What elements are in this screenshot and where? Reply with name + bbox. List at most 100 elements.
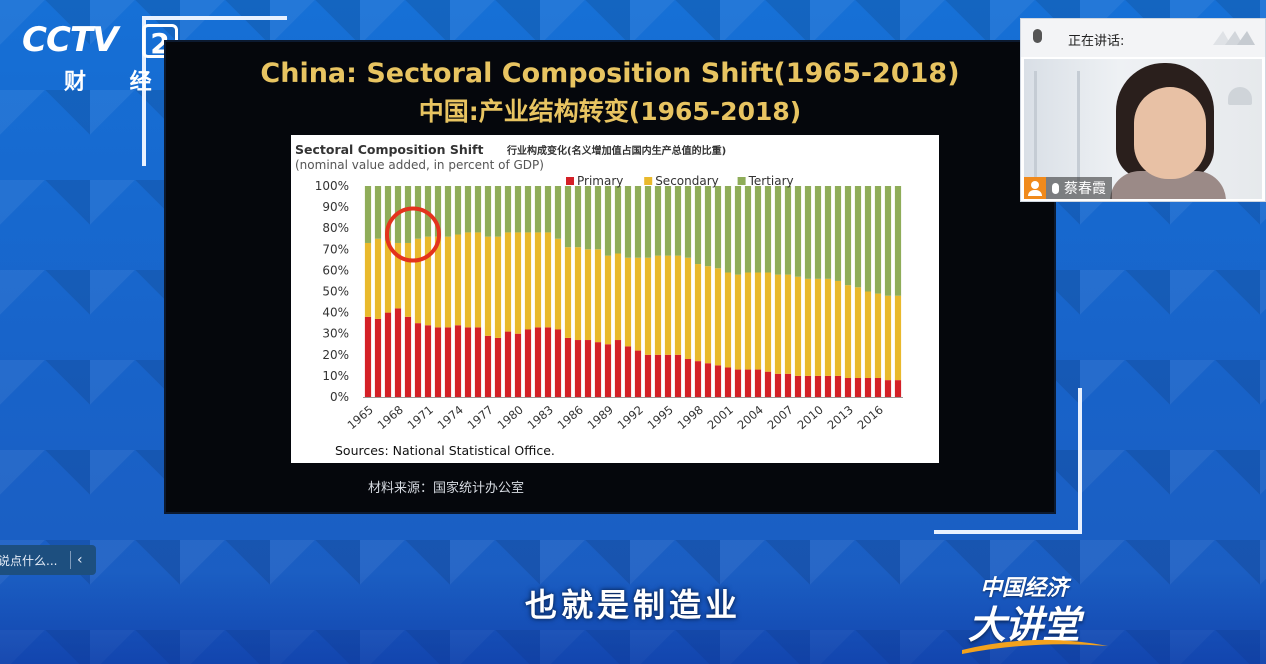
speaker-video-window[interactable]: 正在讲话: 蔡春霞 bbox=[1020, 18, 1266, 202]
bar-tertiary-1994 bbox=[654, 186, 662, 256]
bar-primary-1978 bbox=[494, 337, 502, 397]
bar-secondary-2000 bbox=[714, 268, 722, 366]
bar-primary-1970 bbox=[414, 323, 422, 397]
bar-secondary-1999 bbox=[704, 266, 712, 364]
bar-primary-1980 bbox=[514, 333, 522, 397]
bar-secondary-2016 bbox=[874, 293, 882, 379]
bar-tertiary-1974 bbox=[454, 186, 462, 235]
bar-secondary-1977 bbox=[484, 236, 492, 336]
bar-tertiary-1989 bbox=[604, 186, 612, 256]
bar-primary-1969 bbox=[404, 316, 412, 397]
x-tick-label: 2013 bbox=[824, 403, 855, 433]
y-tick-label: 0% bbox=[330, 390, 349, 404]
bar-primary-2000 bbox=[714, 365, 722, 397]
y-tick-label: 50% bbox=[322, 285, 349, 299]
y-tick-label: 40% bbox=[322, 306, 349, 320]
bar-secondary-1978 bbox=[494, 236, 502, 338]
bar-secondary-1995 bbox=[664, 255, 672, 355]
legend-label-tertiary: Tertiary bbox=[748, 174, 794, 188]
bar-tertiary-1982 bbox=[534, 186, 542, 233]
bar-tertiary-2018 bbox=[894, 186, 902, 296]
bar-primary-1990 bbox=[614, 340, 622, 397]
bar-secondary-2004 bbox=[754, 272, 762, 370]
frame-line-bottom bbox=[934, 530, 1082, 534]
bar-primary-1993 bbox=[644, 354, 652, 397]
bar-tertiary-2010 bbox=[814, 186, 822, 279]
legend-label-secondary: Secondary bbox=[655, 174, 719, 188]
bar-secondary-2006 bbox=[774, 274, 782, 374]
bar-secondary-1994 bbox=[654, 255, 662, 355]
bar-secondary-1971 bbox=[424, 236, 432, 326]
microphone-icon bbox=[1033, 29, 1042, 43]
y-tick-label: 20% bbox=[322, 348, 349, 362]
bar-primary-1995 bbox=[664, 354, 672, 397]
video-window-header: 正在讲话: bbox=[1021, 19, 1265, 57]
frame-line-left bbox=[142, 16, 146, 166]
lower-band bbox=[0, 572, 1266, 664]
bar-primary-1984 bbox=[554, 329, 562, 397]
bar-secondary-2011 bbox=[824, 278, 832, 376]
bar-secondary-1993 bbox=[644, 257, 652, 355]
bar-tertiary-1984 bbox=[554, 186, 562, 239]
bar-tertiary-2013 bbox=[844, 186, 852, 286]
bar-tertiary-2004 bbox=[754, 186, 762, 273]
bar-primary-1973 bbox=[444, 327, 452, 397]
x-tick-label: 1995 bbox=[644, 403, 675, 433]
bar-primary-2014 bbox=[854, 378, 862, 397]
bar-primary-1965 bbox=[364, 316, 372, 397]
bar-secondary-2002 bbox=[734, 274, 742, 370]
bar-tertiary-1965 bbox=[364, 186, 372, 243]
bar-tertiary-1975 bbox=[464, 186, 472, 233]
y-tick-label: 30% bbox=[322, 327, 349, 341]
channel-name: 财 经 bbox=[64, 70, 170, 95]
bar-tertiary-1966 bbox=[374, 186, 382, 239]
bar-secondary-2008 bbox=[794, 276, 802, 376]
comment-input[interactable]: 说点什么... bbox=[0, 553, 58, 568]
chart-title: Sectoral Composition Shift bbox=[295, 142, 484, 157]
bar-primary-2008 bbox=[794, 375, 802, 397]
speaker-face bbox=[1134, 87, 1206, 179]
y-tick-label: 60% bbox=[322, 263, 349, 277]
bar-tertiary-1987 bbox=[584, 186, 592, 250]
bar-tertiary-1976 bbox=[474, 186, 482, 233]
comment-box[interactable]: 说点什么... ‹ bbox=[0, 545, 96, 575]
bar-primary-1983 bbox=[544, 327, 552, 397]
bar-primary-2012 bbox=[834, 375, 842, 397]
bar-primary-2009 bbox=[804, 375, 812, 397]
bar-primary-1988 bbox=[594, 342, 602, 397]
bar-primary-1994 bbox=[654, 354, 662, 397]
speaker-name-bar: 蔡春霞 bbox=[1024, 177, 1112, 199]
bar-secondary-1997 bbox=[684, 257, 692, 360]
bar-tertiary-1977 bbox=[484, 186, 492, 237]
bar-primary-1974 bbox=[454, 325, 462, 397]
bar-primary-2004 bbox=[754, 369, 762, 397]
bar-secondary-1985 bbox=[564, 247, 572, 338]
bar-tertiary-2001 bbox=[724, 186, 732, 273]
chevron-left-icon[interactable]: ‹ bbox=[77, 552, 83, 568]
bar-tertiary-2012 bbox=[834, 186, 842, 281]
background-shelf bbox=[1034, 71, 1080, 181]
bar-tertiary-2002 bbox=[734, 186, 742, 275]
bar-secondary-2013 bbox=[844, 285, 852, 379]
bar-secondary-1966 bbox=[374, 238, 382, 319]
bar-tertiary-1979 bbox=[504, 186, 512, 233]
bar-tertiary-1972 bbox=[434, 186, 442, 237]
bar-secondary-2001 bbox=[724, 272, 732, 368]
bar-tertiary-1986 bbox=[574, 186, 582, 248]
frame-line-right bbox=[1078, 388, 1082, 534]
bar-secondary-1979 bbox=[504, 232, 512, 332]
bar-primary-1987 bbox=[584, 340, 592, 397]
y-tick-label: 100% bbox=[315, 179, 349, 193]
bar-tertiary-1969 bbox=[404, 186, 412, 243]
y-tick-label: 90% bbox=[322, 200, 349, 214]
bar-tertiary-2015 bbox=[864, 186, 872, 292]
bar-secondary-2015 bbox=[864, 291, 872, 379]
bar-primary-1968 bbox=[394, 308, 402, 397]
bar-primary-2006 bbox=[774, 373, 782, 397]
x-tick-label: 1977 bbox=[464, 403, 495, 433]
x-tick-label: 2007 bbox=[764, 403, 795, 433]
x-tick-label: 2010 bbox=[794, 403, 825, 433]
presentation-slide: China: Sectoral Composition Shift(1965-2… bbox=[164, 40, 1056, 514]
x-tick-label: 1989 bbox=[584, 403, 615, 433]
bar-secondary-1988 bbox=[594, 249, 602, 343]
